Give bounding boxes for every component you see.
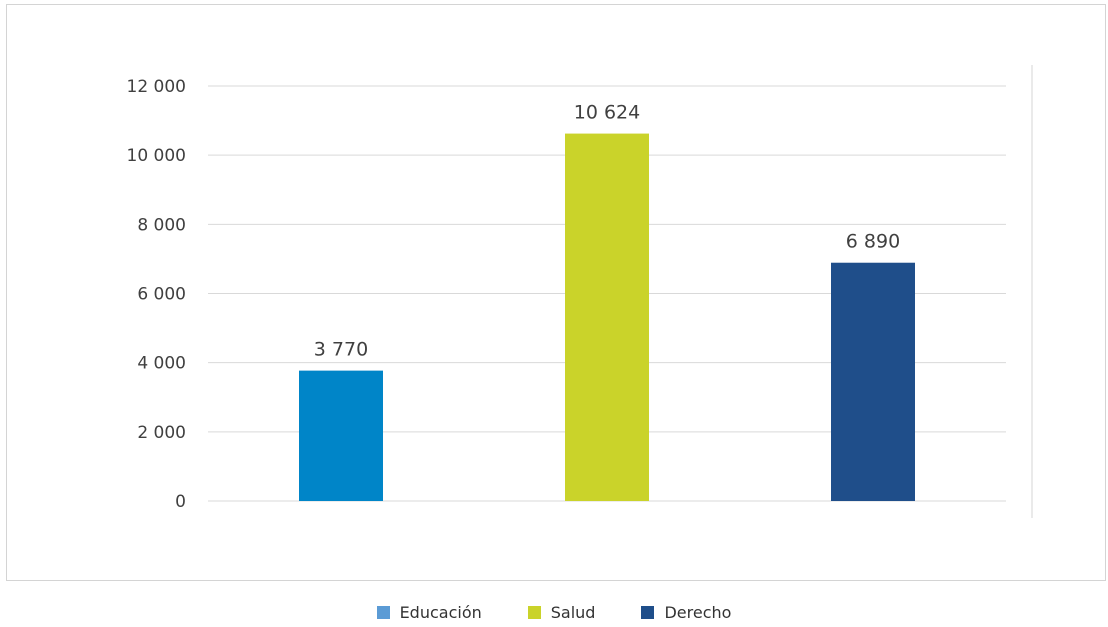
y-tick-label: 10 000 xyxy=(127,146,186,166)
legend-label-educacion: Educación xyxy=(399,603,482,622)
data-label: 10 624 xyxy=(574,102,640,124)
legend-swatch-derecho xyxy=(641,606,655,619)
bar xyxy=(565,133,649,501)
bar xyxy=(299,370,383,501)
data-label: 6 890 xyxy=(846,231,900,253)
legend: Educación Salud Derecho xyxy=(0,603,1108,622)
y-tick-label: 6 000 xyxy=(137,285,186,305)
legend-item-derecho: Derecho xyxy=(641,603,731,622)
y-tick-label: 8 000 xyxy=(137,215,186,235)
y-tick-label: 12 000 xyxy=(127,77,186,97)
legend-item-educacion: Educación xyxy=(376,603,482,622)
bar xyxy=(831,262,915,501)
legend-swatch-salud xyxy=(527,606,541,619)
chart-frame xyxy=(6,4,1106,581)
data-label: 3 770 xyxy=(314,339,368,361)
legend-item-salud: Salud xyxy=(527,603,596,622)
legend-swatch-educacion xyxy=(376,606,390,619)
y-tick-label: 0 xyxy=(175,492,186,512)
legend-label-salud: Salud xyxy=(550,603,596,622)
y-tick-label: 2 000 xyxy=(137,423,186,443)
y-tick-label: 4 000 xyxy=(137,354,186,374)
bar-chart: 0 2 000 4 000 6 000 8 000 10 000 12 000 3 770 10… xyxy=(127,65,1033,518)
legend-label-derecho: Derecho xyxy=(664,603,732,622)
